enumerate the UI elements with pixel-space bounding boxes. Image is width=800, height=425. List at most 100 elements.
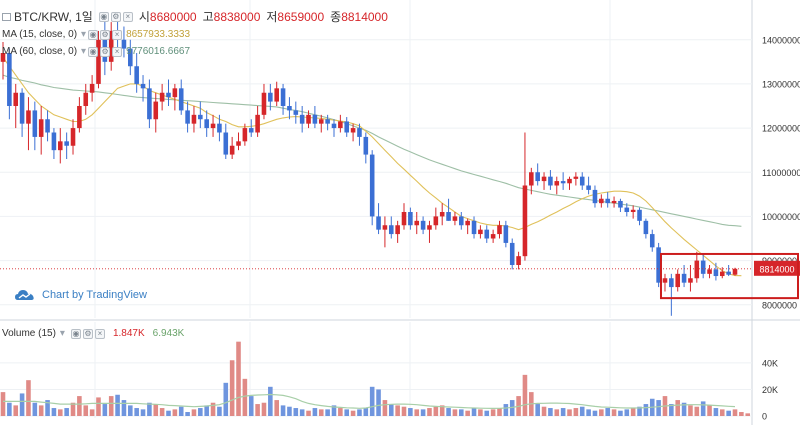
settings-icon[interactable]: ⚙: [82, 328, 93, 339]
candle-body: [427, 225, 432, 230]
volume-bar: [287, 406, 292, 416]
candle: [637, 207, 642, 226]
candle: [344, 117, 350, 137]
close-icon[interactable]: ×: [112, 46, 123, 57]
candle: [140, 75, 146, 102]
dropdown-icon[interactable]: ▾: [59, 328, 65, 339]
volume-bar: [19, 393, 25, 416]
volume-bar: [719, 409, 725, 416]
candle: [579, 172, 585, 190]
candle: [172, 83, 178, 111]
candle-body: [306, 114, 311, 124]
candle: [19, 88, 25, 137]
candle-body: [64, 141, 69, 146]
volume-bar: [26, 380, 31, 416]
volume-bar: [115, 394, 120, 416]
volume-bar: [567, 409, 572, 416]
candle-body: [248, 128, 254, 133]
candle-body: [312, 114, 318, 124]
collapse-icon[interactable]: [2, 12, 11, 21]
volume-value: 1.847K: [112, 328, 145, 339]
volume-bar: [388, 404, 394, 416]
candle: [147, 79, 152, 129]
overlays: 8814000: [0, 252, 800, 300]
candle-body: [611, 200, 617, 204]
volume-bar: [414, 409, 420, 416]
candle-body: [350, 128, 356, 133]
candle-body: [579, 176, 585, 186]
candle: [401, 203, 407, 230]
settings-icon[interactable]: ⚙: [110, 11, 121, 22]
close-icon[interactable]: ×: [122, 11, 133, 22]
candle: [573, 172, 579, 186]
volume-bar: [306, 410, 311, 416]
candle-body: [338, 121, 343, 129]
volume-bar: [599, 409, 604, 416]
volume-bar: [318, 409, 324, 416]
candle: [178, 79, 184, 115]
candle-body: [497, 225, 502, 235]
volume-bar: [535, 404, 540, 416]
candle: [306, 110, 311, 129]
candle-body: [204, 119, 209, 129]
candle: [350, 123, 356, 142]
candle: [414, 212, 420, 235]
volume-bar: [675, 400, 681, 416]
volume-bar: [554, 409, 560, 416]
volume-bar: [140, 409, 146, 416]
close-icon[interactable]: ×: [94, 328, 105, 339]
volume-bar: [293, 408, 299, 416]
ma15-layer: [2, 57, 742, 277]
volume-bar: [503, 404, 509, 416]
close-label: 종: [330, 10, 342, 24]
symbol-title: BTC/KRW, 1일: [14, 10, 93, 24]
tradingview-watermark[interactable]: Chart by TradingView: [14, 288, 147, 302]
candle: [624, 203, 630, 217]
candle: [89, 75, 95, 102]
eye-icon[interactable]: ◉: [70, 328, 81, 339]
volume-tick-label: 0: [762, 412, 767, 422]
candle-body: [274, 88, 279, 102]
candle-body: [719, 271, 725, 277]
volume-bar: [185, 412, 190, 416]
candle: [191, 106, 197, 133]
settings-icon[interactable]: ⚙: [100, 46, 111, 57]
candle-body: [128, 48, 133, 67]
candle: [662, 273, 668, 292]
candle: [548, 170, 553, 190]
eye-icon[interactable]: ◉: [88, 29, 99, 40]
close-icon[interactable]: ×: [112, 29, 123, 40]
candle: [388, 216, 394, 239]
volume-bar: [344, 409, 350, 416]
eye-icon[interactable]: ◉: [98, 11, 109, 22]
candle-body: [7, 53, 12, 106]
candle: [280, 83, 286, 115]
candle: [64, 132, 69, 159]
candle: [185, 101, 190, 133]
volume-ma-value: 6.943K: [152, 328, 185, 339]
candle: [656, 242, 661, 288]
candle-body: [408, 212, 413, 226]
candle-body: [287, 106, 292, 111]
candle-body: [509, 242, 515, 265]
watermark-text: Chart by TradingView: [42, 289, 147, 301]
ma60-label: MA (60, close, 0): [2, 46, 78, 57]
candle: [719, 267, 725, 279]
candle-body: [83, 92, 89, 106]
settings-icon[interactable]: ⚙: [100, 29, 111, 40]
candle: [688, 265, 693, 292]
candle-body: [89, 83, 95, 93]
eye-icon[interactable]: ◉: [88, 46, 99, 57]
volume-bar: [618, 410, 623, 416]
candle: [611, 196, 617, 208]
volume-bar: [32, 402, 38, 416]
candle-body: [656, 247, 661, 283]
open-label: 시: [138, 10, 150, 24]
candle-body: [535, 172, 540, 182]
candle-body: [637, 209, 642, 221]
dropdown-icon[interactable]: ▾: [81, 29, 87, 40]
candle-body: [688, 278, 693, 283]
candle: [331, 119, 337, 137]
dropdown-icon[interactable]: ▾: [81, 46, 87, 57]
